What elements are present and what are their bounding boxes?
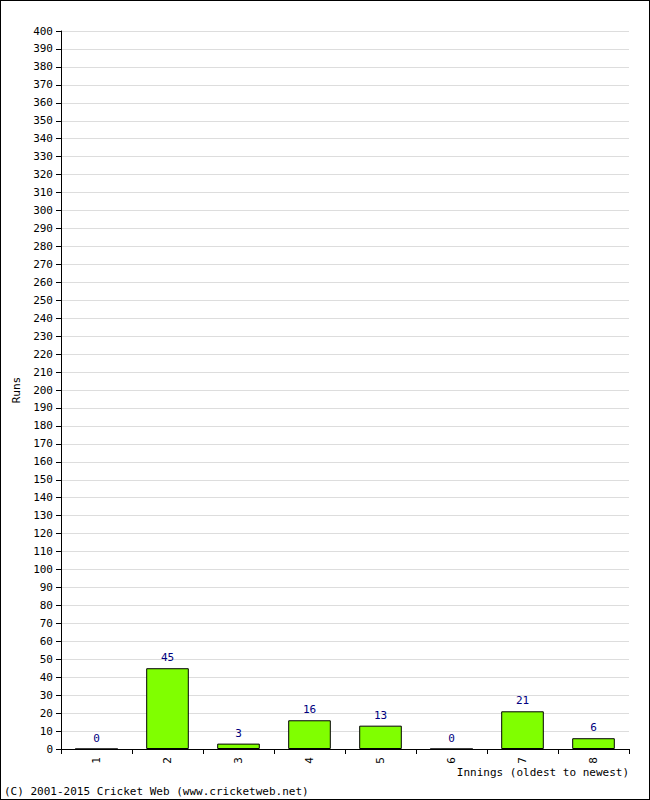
svg-text:240: 240: [33, 312, 53, 325]
svg-text:80: 80: [40, 599, 53, 612]
svg-text:140: 140: [33, 491, 53, 504]
svg-text:1: 1: [90, 757, 103, 764]
svg-text:100: 100: [33, 563, 53, 576]
svg-text:7: 7: [516, 757, 529, 764]
svg-text:150: 150: [33, 473, 53, 486]
svg-text:6: 6: [590, 721, 597, 734]
svg-text:190: 190: [33, 401, 53, 414]
svg-text:45: 45: [161, 651, 174, 664]
svg-text:8: 8: [587, 757, 600, 764]
svg-text:3: 3: [235, 727, 242, 740]
svg-text:4: 4: [303, 757, 316, 764]
svg-text:6: 6: [445, 757, 458, 764]
svg-text:20: 20: [40, 707, 53, 720]
svg-text:350: 350: [33, 114, 53, 127]
svg-text:320: 320: [33, 168, 53, 181]
svg-text:120: 120: [33, 527, 53, 540]
svg-text:Runs: Runs: [10, 377, 23, 404]
svg-text:330: 330: [33, 150, 53, 163]
svg-text:260: 260: [33, 276, 53, 289]
svg-text:170: 170: [33, 437, 53, 450]
svg-text:380: 380: [33, 60, 53, 73]
svg-text:0: 0: [448, 732, 455, 745]
svg-text:3: 3: [232, 757, 245, 764]
svg-text:5: 5: [374, 757, 387, 764]
svg-text:270: 270: [33, 258, 53, 271]
svg-text:360: 360: [33, 96, 53, 109]
svg-text:0: 0: [46, 743, 53, 756]
svg-text:2: 2: [161, 757, 174, 764]
svg-text:(C) 2001-2015 Cricket Web (www: (C) 2001-2015 Cricket Web (www.cricketwe…: [4, 785, 309, 798]
svg-text:70: 70: [40, 617, 53, 630]
svg-text:30: 30: [40, 689, 53, 702]
svg-text:160: 160: [33, 455, 53, 468]
svg-text:310: 310: [33, 186, 53, 199]
svg-text:300: 300: [33, 204, 53, 217]
svg-text:50: 50: [40, 653, 53, 666]
svg-text:220: 220: [33, 348, 53, 361]
svg-text:280: 280: [33, 240, 53, 253]
svg-text:200: 200: [33, 384, 53, 397]
svg-text:290: 290: [33, 222, 53, 235]
svg-text:21: 21: [516, 694, 529, 707]
svg-text:13: 13: [374, 709, 387, 722]
svg-text:60: 60: [40, 635, 53, 648]
svg-text:90: 90: [40, 581, 53, 594]
svg-text:250: 250: [33, 294, 53, 307]
svg-text:10: 10: [40, 725, 53, 738]
svg-text:340: 340: [33, 132, 53, 145]
svg-text:130: 130: [33, 509, 53, 522]
svg-text:400: 400: [33, 25, 53, 38]
svg-text:180: 180: [33, 419, 53, 432]
svg-text:16: 16: [303, 703, 316, 716]
svg-text:390: 390: [33, 42, 53, 55]
svg-text:370: 370: [33, 78, 53, 91]
svg-text:0: 0: [93, 732, 100, 745]
svg-text:230: 230: [33, 330, 53, 343]
svg-text:210: 210: [33, 366, 53, 379]
svg-text:40: 40: [40, 671, 53, 684]
svg-text:Innings (oldest to newest): Innings (oldest to newest): [457, 766, 629, 779]
svg-text:110: 110: [33, 545, 53, 558]
